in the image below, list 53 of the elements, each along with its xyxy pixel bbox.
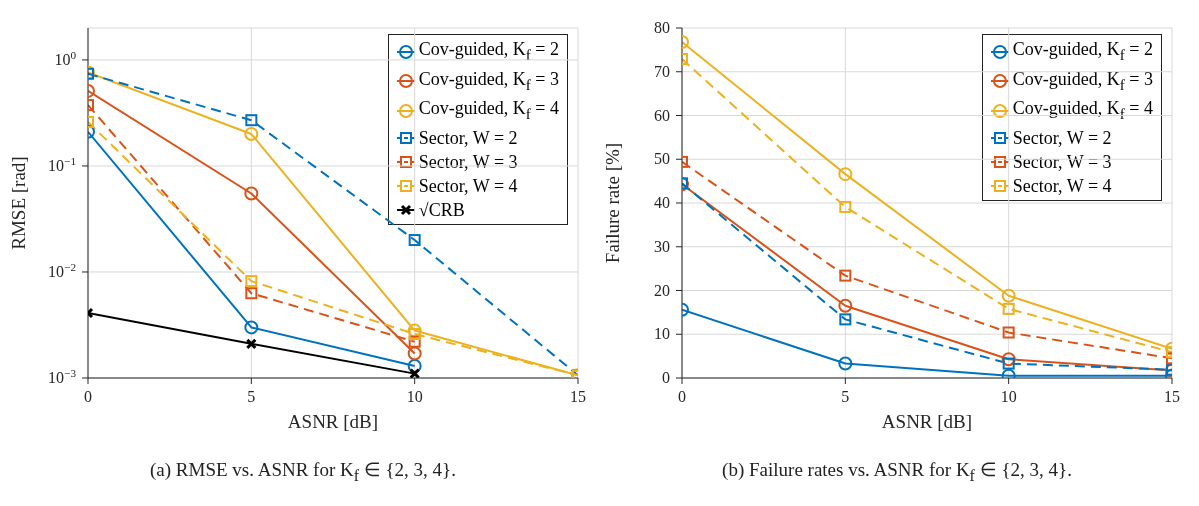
y-tick-label: 50 <box>654 150 670 168</box>
x-tick-label: 0 <box>84 388 92 405</box>
legend-label: Cov-guided, K$_{f}$ = 2 <box>1012 38 1153 65</box>
point <box>407 358 422 373</box>
point <box>407 346 422 361</box>
point <box>408 234 421 247</box>
point <box>407 323 422 338</box>
point <box>244 127 259 142</box>
x-axis-title: ASNR [dB] <box>287 411 379 432</box>
x-tick-label: 5 <box>247 388 256 405</box>
y-tick-label: 80 <box>654 19 670 36</box>
y-tick-label: 10$^{0}$ <box>54 48 77 68</box>
y-tick-label: 40 <box>654 194 670 211</box>
legend-label: Cov-guided, K$_{f}$ = 4 <box>418 97 559 124</box>
x-tick-label: 5 <box>841 388 850 405</box>
point <box>408 328 421 340</box>
legend-label: Sector, W = 2 <box>1012 126 1112 150</box>
y-tick-label: 20 <box>654 281 670 299</box>
y-tick-label: 30 <box>654 237 670 255</box>
x-tick-label: 15 <box>570 388 586 405</box>
y-tick-label: 60 <box>654 106 670 124</box>
y-axis-title: Failure rate [%] <box>601 142 623 264</box>
point <box>245 114 258 127</box>
legend-label: Cov-guided, K$_{f}$ = 3 <box>1012 67 1153 95</box>
legend-label: Sector, W = 3 <box>418 150 518 174</box>
point <box>245 275 258 288</box>
x-tick-label: 0 <box>678 388 686 405</box>
y-tick-label: 10$^{−1}$ <box>48 154 76 174</box>
y-tick-label: 10 <box>654 325 670 343</box>
x-axis-title: ASNR [dB] <box>881 411 973 432</box>
point <box>245 338 257 350</box>
point <box>244 186 259 201</box>
y-tick-label: 0 <box>662 369 670 386</box>
point <box>408 335 421 348</box>
point <box>244 320 259 335</box>
y-tick-label: 10$^{−2}$ <box>48 260 76 280</box>
x-tick-label: 15 <box>1164 388 1180 405</box>
text: (b) Failure rates vs. ASNR for K$_{f}$ ∈ {2, 3, 4}. <box>721 458 1073 485</box>
x-tick-label: 10 <box>1000 388 1017 405</box>
legend-label: Sector, W = 3 <box>1012 150 1112 174</box>
y-axis-title: RMSE [rad] <box>7 156 29 250</box>
legend-label: Sector, W = 4 <box>1012 174 1112 198</box>
point <box>409 368 421 378</box>
legend-label: Cov-guided, K$_{f}$ = 2 <box>418 38 559 65</box>
y-tick-label: 10$^{−3}$ <box>48 367 77 386</box>
legend-label: Cov-guided, K$_{f}$ = 3 <box>418 67 559 95</box>
legend-label: √CRB <box>418 198 465 222</box>
x-tick-label: 10 <box>406 388 423 405</box>
point <box>245 287 258 300</box>
y-tick-label: 70 <box>654 62 670 80</box>
text: (a) RMSE vs. ASNR for K$_{f}$ ∈ {2, 3, 4}. <box>149 458 457 485</box>
legend-label: Sector, W = 4 <box>418 174 518 198</box>
legend-label: Sector, W = 2 <box>418 126 518 150</box>
